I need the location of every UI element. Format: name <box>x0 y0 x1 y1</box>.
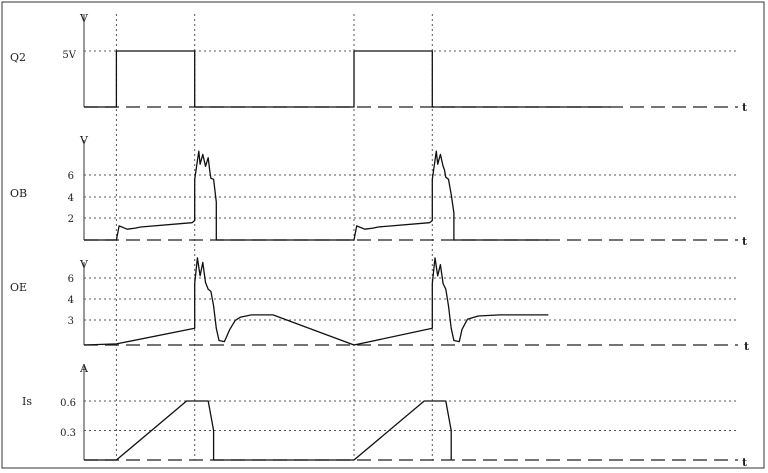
xlabel-ob: t <box>742 235 748 248</box>
series-line-oe <box>83 257 549 346</box>
tick-oe-2: 3 <box>68 316 74 327</box>
tick-ob-0: 6 <box>68 171 74 182</box>
tick-ob-2: 2 <box>68 214 74 225</box>
tick-oe-1: 4 <box>68 295 74 306</box>
panel-label-is: Is <box>22 395 32 408</box>
xlabel-q2: t <box>742 101 748 114</box>
panel-label-ob: OB <box>10 187 27 200</box>
xlabel-oe: t <box>744 340 750 353</box>
tick-ob-1: 4 <box>68 193 74 204</box>
xlabel-is: t <box>742 456 748 469</box>
series-line-ob <box>84 150 549 241</box>
panel-label-q2: Q2 <box>10 51 26 64</box>
tick-is-0: 0.6 <box>60 398 76 409</box>
tick-is-1: 0.3 <box>60 428 76 439</box>
series-line-is <box>84 400 452 461</box>
panel-label-oe: OE <box>10 281 27 294</box>
tick-q2-0: 5V <box>62 50 76 61</box>
tick-oe-0: 6 <box>68 274 74 285</box>
series-line-q2 <box>84 50 611 108</box>
